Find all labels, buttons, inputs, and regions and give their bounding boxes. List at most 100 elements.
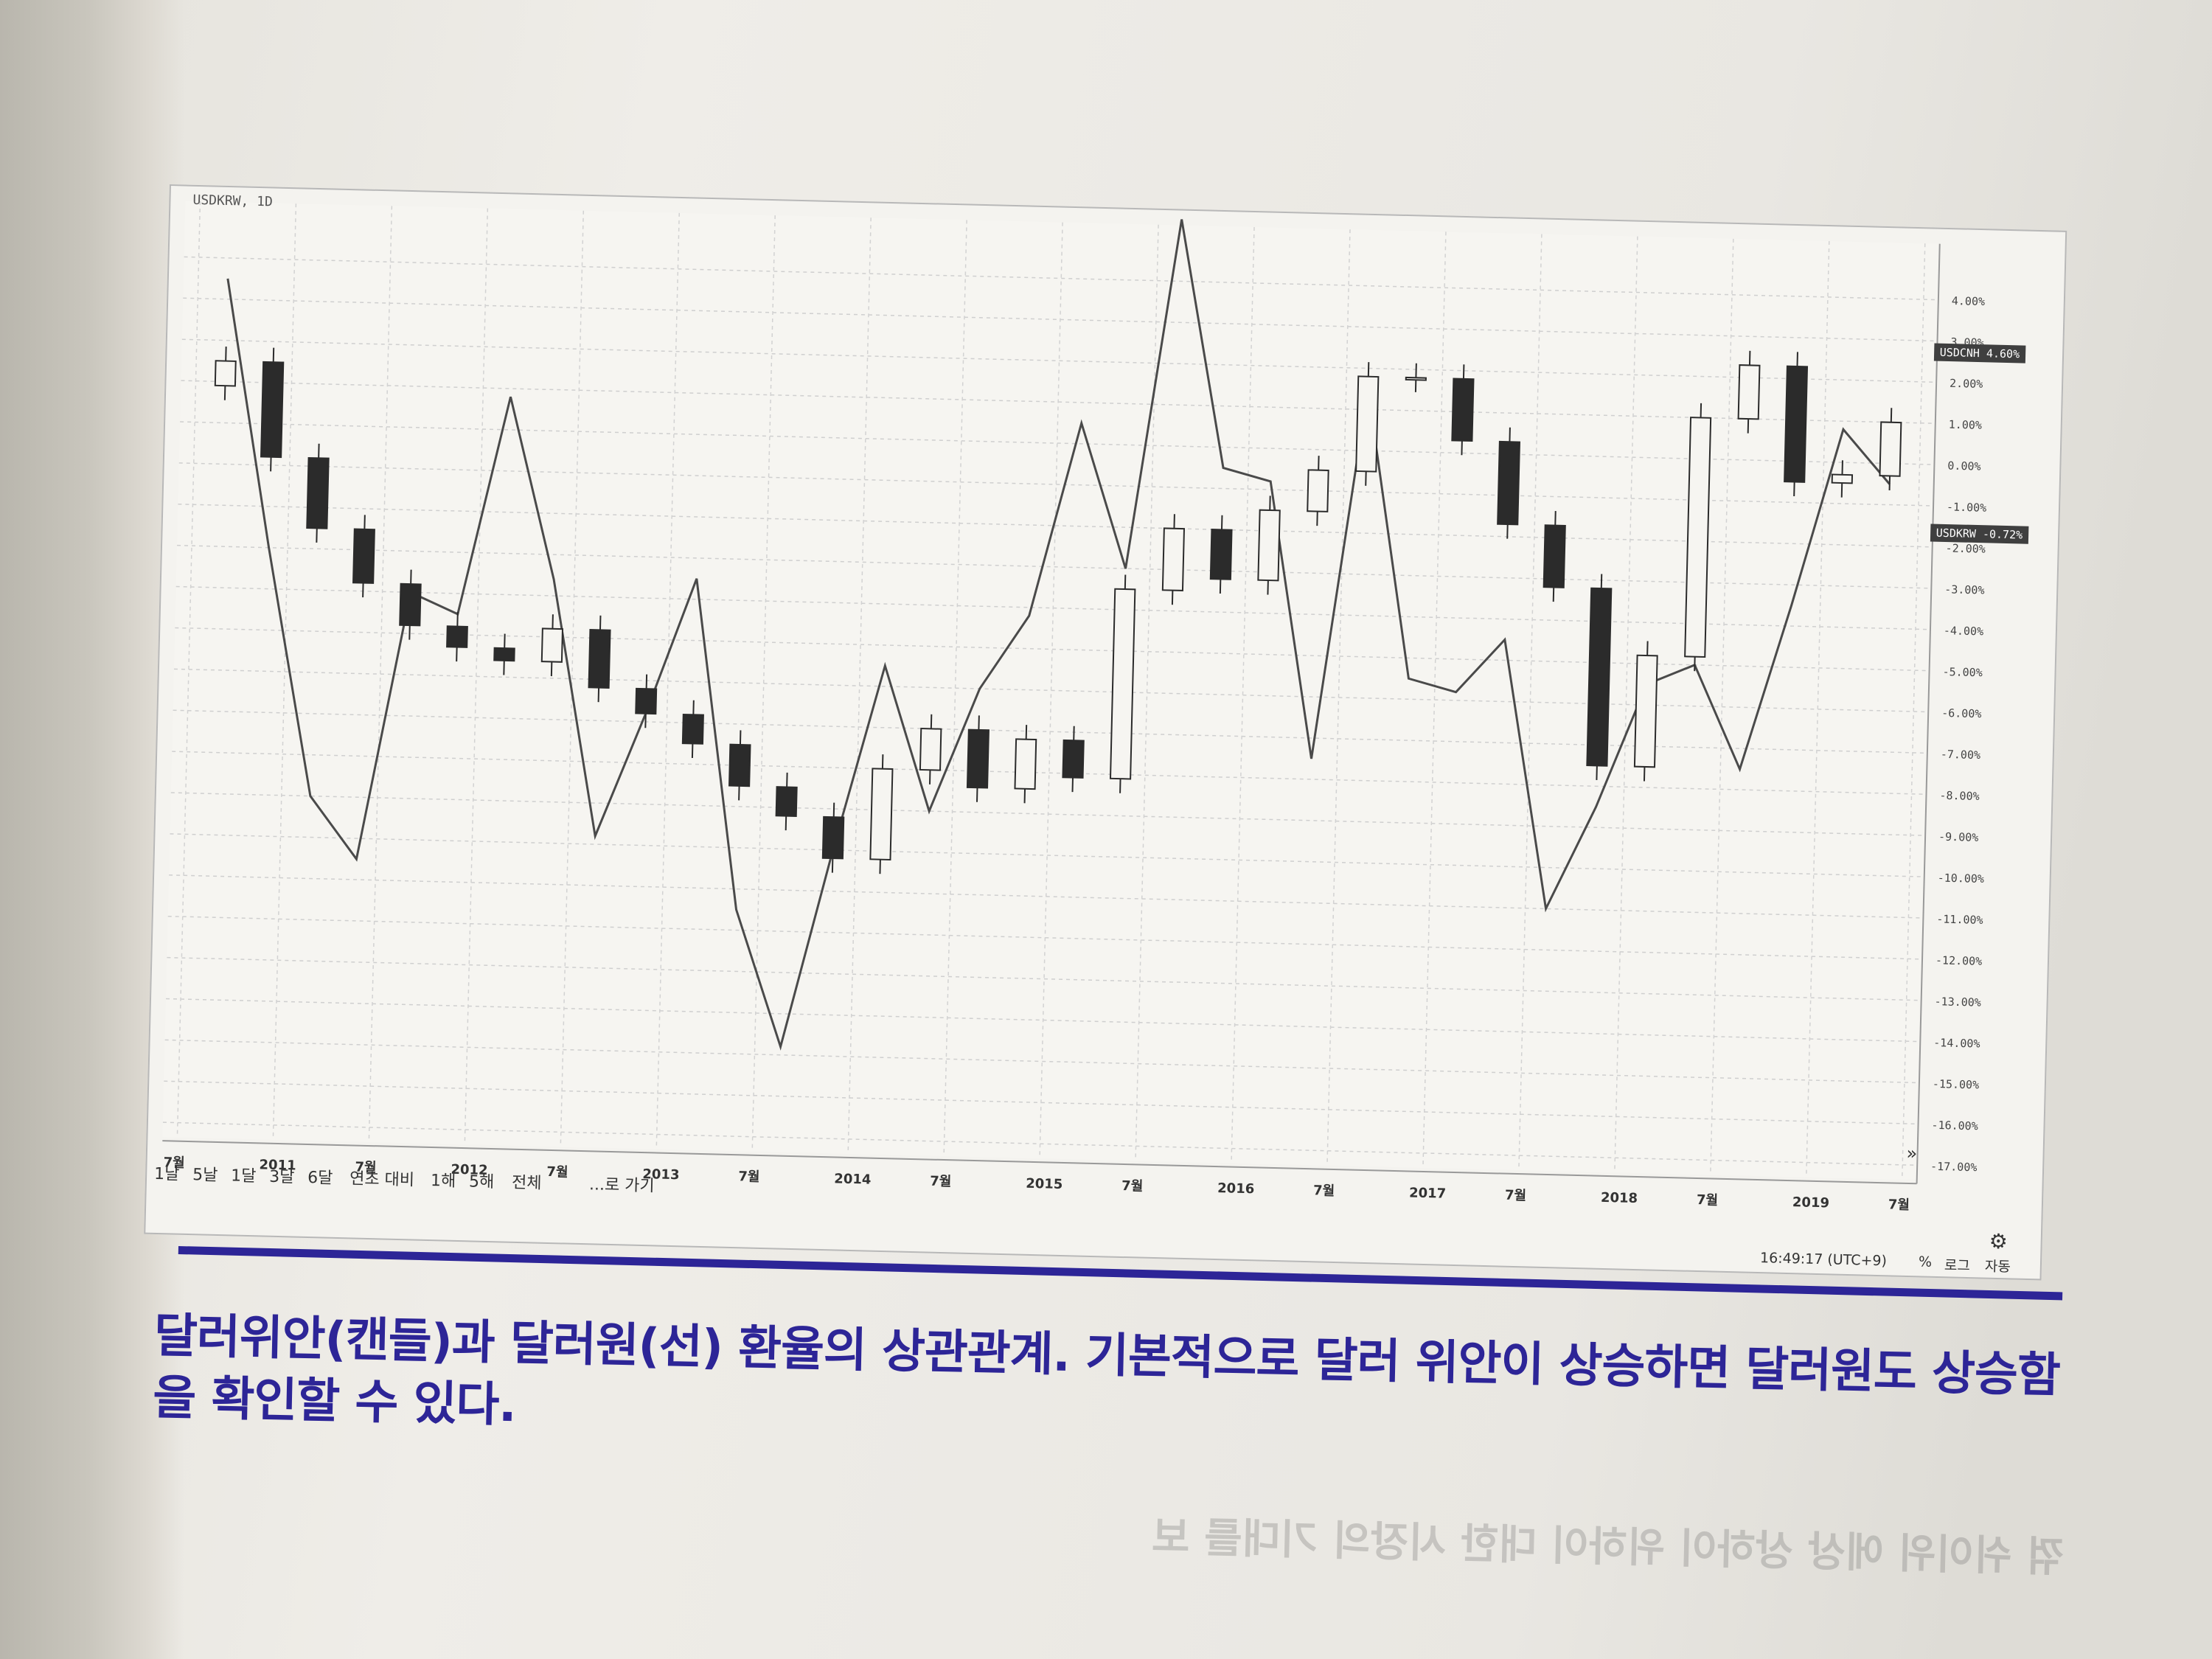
y-tick-label: -16.00% [1931,1119,1978,1133]
gridline-v [655,212,681,1150]
y-tick-label: -4.00% [1944,624,1984,638]
x-tick-label: 7월 [355,1160,377,1176]
range-6m[interactable]: 6달 [307,1168,333,1188]
y-tick-label: -11.00% [1936,912,1983,927]
y-tick-label: 4.00% [1952,294,1986,308]
y-axis [1916,243,1941,1184]
x-tick-label: 7월 [1697,1192,1719,1208]
x-tick-label: 2019 [1792,1194,1830,1211]
gridline-h [164,1039,1919,1084]
range-1m[interactable]: 1달 [230,1166,257,1186]
gridline-v [847,218,872,1154]
candle-body [1543,524,1566,588]
candle-body [1109,588,1136,780]
y-tick-label: -14.00% [1933,1036,1980,1051]
candle-body [588,629,611,689]
candle-body [1633,654,1658,768]
gridline-v [1806,240,1830,1178]
candle-body [1784,365,1809,483]
range-1d[interactable]: 1날 [153,1164,180,1184]
gridline-v [1901,243,1926,1180]
symbol-header: USDKRW, 1D [192,192,274,210]
gridline-v [176,201,201,1138]
clock-time: 16:49:17 (UTC+9) [1759,1250,1888,1270]
candle-body [728,743,751,787]
gridline-v [1231,226,1255,1164]
candle-body [1209,529,1233,580]
x-tick-label: 2015 [1026,1176,1063,1192]
x-tick-label: 7월 [1313,1183,1335,1199]
gridline-h [184,256,1938,301]
scroll-right-icon[interactable]: » [1906,1143,1917,1164]
y-tick-label: 0.00% [1947,459,1981,473]
candle-body [1307,469,1329,512]
gridline-v [751,215,776,1152]
range-5y[interactable]: 5해 [468,1172,495,1192]
log-toggle[interactable]: 로그 [1944,1257,1971,1275]
y-tick-label: -1.00% [1947,500,1987,514]
candle-body [493,647,515,662]
x-tick-label: 7월 [1505,1188,1527,1204]
gridline-v [1039,222,1063,1159]
candle-body [352,528,375,584]
gridline-v [943,220,967,1157]
range-all[interactable]: 전체 [511,1173,542,1193]
y-tick-label: -3.00% [1944,582,1985,597]
candle-body [306,456,330,529]
candle-body [399,582,422,627]
chart-plot: 4.00%3.00%2.00%1.00%0.00%-1.00%-2.00%-3.… [162,201,2008,1254]
y-tick-label: 2.00% [1950,377,1983,391]
candle-body [775,786,798,817]
candle-body [681,713,704,745]
candle-body [1879,421,1902,477]
range-5d[interactable]: 5날 [192,1166,218,1185]
candle-body [1451,378,1475,442]
candle-body [1405,376,1427,381]
x-tick-label: 7월 [163,1155,185,1171]
goto-date-button[interactable]: ...로 가기 [588,1175,655,1196]
usdkrw-price-tag: USDKRW -0.72% [1930,524,2029,544]
candle-body [446,625,468,648]
candle-body [540,627,564,663]
candle-body [1014,738,1037,790]
gridline-h [181,338,1937,383]
gridline-h [177,544,1932,589]
range-3m[interactable]: 3달 [268,1167,295,1187]
gridline-v [1518,234,1543,1171]
x-tick-label: 7월 [1121,1178,1144,1194]
range-ytd[interactable]: 연초 대비 [349,1169,415,1190]
x-tick-label: 2011 [259,1157,296,1173]
x-tick-label: 2018 [1601,1190,1638,1206]
candle-body [821,815,845,860]
y-tick-label: -12.00% [1935,953,1983,968]
x-tick-label: 2016 [1217,1180,1255,1197]
auto-toggle[interactable]: 자동 [1984,1258,2011,1276]
candle-body [1257,509,1281,582]
candle-body [1831,473,1854,484]
x-tick-label: 2017 [1409,1185,1447,1201]
candle-body [635,687,658,715]
gridline-v [1710,238,1734,1175]
x-tick-label: 7월 [1888,1197,1910,1213]
gridline-h [172,751,1927,796]
gridline-v [1135,224,1159,1161]
candle-body [260,361,285,459]
gridline-v [272,204,297,1140]
gridline-v [368,206,393,1143]
y-tick-label: -7.00% [1941,748,1981,762]
range-1y[interactable]: 1해 [430,1172,456,1191]
y-tick-label: 1.00% [1949,418,1983,432]
x-tick-label: 2013 [642,1166,680,1183]
candle-body [919,728,942,771]
candle-body [1684,417,1712,658]
gridline-v [1422,232,1447,1168]
y-tick-label: -9.00% [1938,830,1979,844]
settings-icon[interactable]: ⚙ [1989,1229,2008,1254]
candle-body [966,728,990,789]
gridline-h [178,462,1934,507]
gridline-v [1614,236,1638,1173]
x-axis [162,1140,1917,1185]
x-tick-label: 2012 [451,1162,488,1178]
plot-area [162,201,1940,1180]
percent-toggle[interactable]: % [1918,1253,1933,1270]
